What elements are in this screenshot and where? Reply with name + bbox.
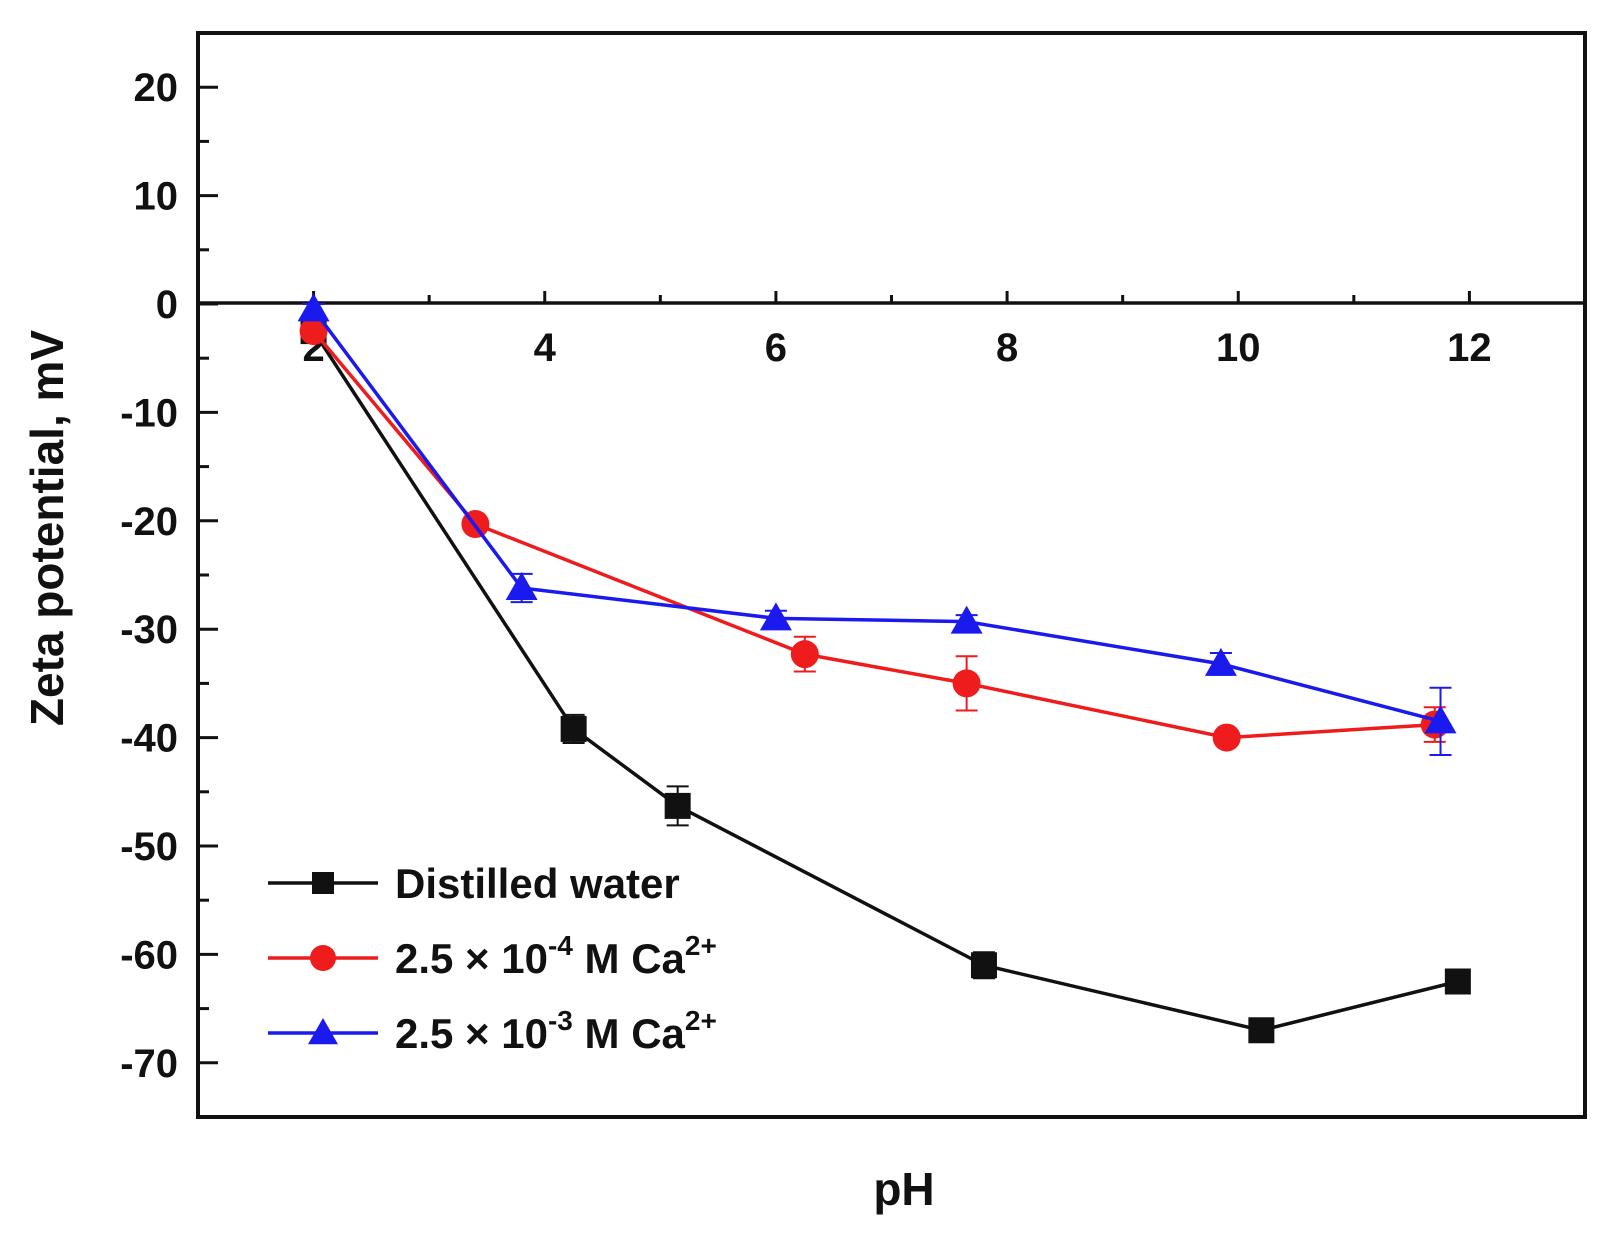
data-point xyxy=(1424,705,1457,734)
legend-label: 2.5 × 10-3 M Ca2+ xyxy=(395,1005,717,1057)
legend-label-charge: 2+ xyxy=(685,930,717,961)
y-tick-label: -20 xyxy=(120,500,178,544)
x-axis-title: pH xyxy=(873,1163,934,1215)
series-line xyxy=(312,308,1441,724)
legend-label-exp: -4 xyxy=(548,930,573,961)
y-axis-title: Zeta potential, mV xyxy=(21,330,73,726)
data-point xyxy=(299,317,328,346)
data-point xyxy=(664,792,691,819)
series-0 xyxy=(300,318,1471,1044)
x-tick-label: 6 xyxy=(765,326,787,370)
y-tick-label: -70 xyxy=(120,1042,178,1086)
y-tick-label: 10 xyxy=(134,175,179,219)
x-axis-ticks: 2 4 6 8 10 12 xyxy=(302,291,1587,370)
data-point xyxy=(297,293,330,322)
legend-marker xyxy=(310,945,336,971)
y-tick-label: -40 xyxy=(120,717,178,761)
legend-label-unit: M Ca xyxy=(573,935,686,982)
legend-label-unit: M Ca xyxy=(573,1010,686,1057)
y-tick-label: -10 xyxy=(120,391,178,435)
data-point xyxy=(1248,1017,1275,1044)
data-point xyxy=(970,952,997,979)
y-tick-label: -60 xyxy=(120,933,178,977)
y-tick-label: -50 xyxy=(120,825,178,869)
y-tick-label: 20 xyxy=(134,66,179,110)
data-point xyxy=(952,669,981,698)
y-axis-ticks: 20 10 0 -10 -20 -30 -40 -50 -60 -70 xyxy=(120,31,218,1119)
y-tick-label: 0 xyxy=(156,283,178,327)
data-point xyxy=(1444,968,1471,995)
x-tick-label: 8 xyxy=(996,326,1018,370)
data-point xyxy=(950,605,983,634)
x-tick-label: 4 xyxy=(534,326,557,370)
legend-label: 2.5 × 10-4 M Ca2+ xyxy=(395,930,717,982)
series-2 xyxy=(297,293,1457,756)
series-1 xyxy=(299,317,1449,752)
legend-label-coef: 2.5 × 10 xyxy=(395,1010,548,1057)
legend-label: Distilled water xyxy=(395,860,680,907)
x-tick-label: 12 xyxy=(1447,326,1492,370)
data-point xyxy=(790,640,819,669)
data-point xyxy=(1204,647,1237,676)
y-tick-label: -30 xyxy=(120,608,178,652)
x-tick-label: 10 xyxy=(1216,326,1261,370)
data-point xyxy=(560,715,587,742)
data-point xyxy=(505,572,538,601)
data-series xyxy=(297,293,1471,1044)
legend-label-text: Distilled water xyxy=(395,860,680,907)
legend-label-coef: 2.5 × 10 xyxy=(395,935,548,982)
legend-marker xyxy=(308,1018,338,1045)
legend-marker xyxy=(312,872,334,894)
data-point xyxy=(1212,723,1241,752)
legend-label-charge: 2+ xyxy=(685,1005,717,1036)
legend-label-exp: -3 xyxy=(548,1005,573,1036)
series-line xyxy=(312,330,1459,1033)
data-point xyxy=(759,602,792,631)
